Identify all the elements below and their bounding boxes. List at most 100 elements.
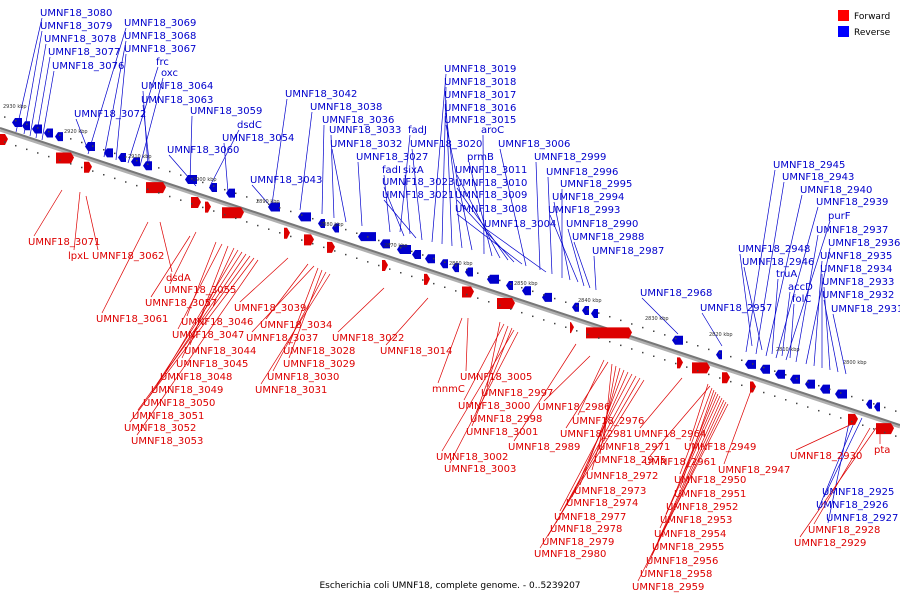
minor-tick: [323, 246, 325, 249]
reverse-gene-label: UMNF18_2934: [820, 264, 892, 275]
tick-label: 2850 kbp: [514, 281, 538, 287]
leader-line: [468, 161, 493, 257]
reverse-gene-arrow: [672, 335, 683, 345]
leader-line: [159, 221, 173, 273]
minor-tick: [741, 384, 743, 387]
leader-line: [139, 77, 164, 167]
forward-gene-arrow: [848, 413, 858, 425]
reverse-gene-arrow: [582, 306, 589, 316]
forward-gene-label: UMNF18_2977: [554, 512, 626, 523]
minor-tick: [774, 370, 776, 372]
leader-line: [567, 228, 585, 287]
minor-tick: [147, 188, 149, 191]
reverse-gene-arrow: [12, 117, 22, 127]
reverse-gene-label: UMNF18_2939: [816, 197, 888, 208]
forward-gene-label: UMNF18_2956: [646, 556, 718, 567]
forward-gene-arrow: [382, 260, 388, 272]
forward-gene-label: UMNF18_2930: [790, 451, 862, 462]
minor-tick: [576, 305, 578, 307]
forward-gene-label: mnmC: [432, 384, 465, 395]
forward-gene-arrow: [327, 241, 335, 253]
leader-line: [547, 176, 553, 275]
minor-tick: [752, 363, 754, 365]
minor-tick: [884, 406, 886, 409]
leader-line: [127, 66, 159, 164]
legend-forward-swatch: [838, 10, 849, 21]
leader-line: [103, 40, 127, 158]
minor-tick: [334, 225, 336, 227]
leader-line: [331, 148, 347, 223]
leader-line: [404, 174, 411, 235]
minor-tick: [477, 272, 479, 274]
minor-tick: [598, 337, 600, 339]
leader-line: [817, 417, 857, 511]
leader-line: [499, 148, 527, 267]
reverse-gene-label: frc: [156, 57, 169, 68]
leader-line: [555, 375, 637, 524]
reverse-gene-arrow: [591, 309, 598, 319]
reverse-gene-label: UMNF18_3017: [444, 90, 516, 101]
forward-gene-label: UMNF18_2951: [674, 489, 746, 500]
leader-line: [813, 427, 871, 525]
reverse-gene-label: UMNF18_3064: [141, 81, 213, 92]
reverse-gene-label: UMNF18_2990: [566, 219, 638, 230]
reverse-gene-arrow: [452, 263, 459, 273]
minor-tick: [609, 315, 611, 318]
reverse-gene-arrow: [866, 399, 872, 409]
reverse-gene-label: UMNF18_3069: [124, 18, 196, 29]
minor-tick: [829, 388, 831, 391]
forward-leader-lines: [33, 189, 881, 582]
reverse-gene-label: truA: [776, 269, 797, 280]
leader-line: [659, 395, 721, 529]
forward-gene-label: UMNF18_2949: [684, 442, 756, 453]
leader-line: [137, 255, 251, 411]
minor-tick: [224, 213, 226, 216]
forward-gene-label: UMNF18_3022: [332, 333, 404, 344]
forward-gene-label: UMNF18_3057: [145, 298, 217, 309]
reverse-gene-label: UMNF18_3019: [444, 64, 516, 75]
minor-tick: [554, 322, 556, 325]
reverse-gene-label: UMNF18_2996: [546, 167, 618, 178]
forward-gene-arrow: [304, 234, 314, 246]
forward-gene-arrow: [146, 182, 166, 194]
minor-tick: [389, 268, 391, 270]
reverse-gene-label: UMNF18_2931: [831, 304, 900, 315]
minor-tick: [400, 272, 402, 274]
minor-tick: [147, 163, 149, 166]
leader-line: [437, 317, 463, 384]
forward-gene-label: UMNF18_2978: [550, 524, 622, 535]
reverse-gene-label: UMNF18_3004: [484, 219, 556, 230]
leader-line: [823, 299, 839, 373]
minor-tick: [598, 312, 600, 314]
reverse-gene-arrow: [209, 182, 217, 192]
leader-line: [649, 385, 711, 457]
forward-gene-label: UMNF18_3001: [466, 427, 538, 438]
forward-gene-label: UMNF18_2952: [666, 502, 738, 513]
minor-tick: [862, 399, 864, 401]
forward-gene-label: UMNF18_3071: [28, 237, 100, 248]
minor-tick: [521, 286, 523, 289]
minor-tick: [631, 348, 633, 350]
reverse-gene-label: dsdC: [237, 120, 262, 131]
axis-line: [0, 127, 900, 426]
forward-gene-label: UMNF18_3047: [172, 330, 244, 341]
forward-gene-label: UMNF18_3061: [96, 314, 168, 325]
reverse-gene-label: UMNF18_2932: [822, 290, 894, 301]
reverse-gene-label: fadJ: [408, 125, 427, 136]
leader-line: [486, 321, 501, 388]
leader-line: [445, 112, 463, 249]
minor-tick: [851, 395, 853, 398]
reverse-gene-label: UMNF18_3027: [356, 152, 428, 163]
minor-tick: [785, 399, 787, 401]
forward-gene-label: dsdA: [166, 273, 191, 284]
minor-tick: [697, 370, 699, 372]
reverse-gene-label: UMNF18_2968: [640, 288, 712, 299]
minor-tick: [26, 148, 28, 151]
minor-tick: [202, 181, 204, 184]
reverse-gene-label: UMNF18_3043: [250, 175, 322, 186]
leader-line: [75, 118, 89, 151]
leader-line: [513, 343, 577, 442]
forward-gene-label: UMNF18_3048: [160, 372, 232, 383]
reverse-gene-arrow: [55, 132, 63, 142]
